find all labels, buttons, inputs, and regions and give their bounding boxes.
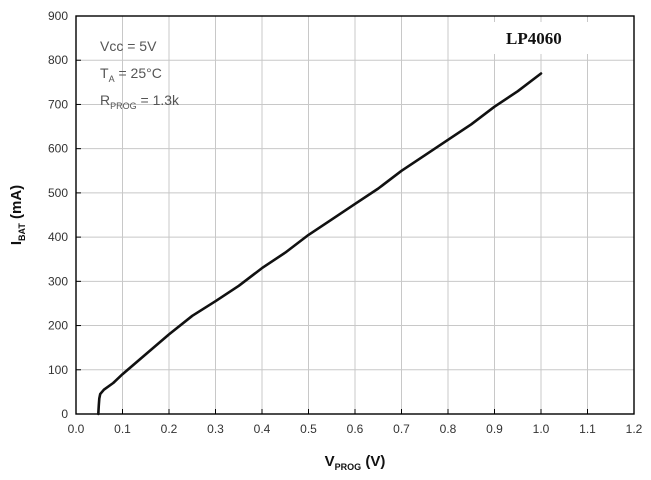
x-tick-label: 1.0 xyxy=(533,422,550,436)
condition-main: T xyxy=(100,65,109,81)
x-axis-title-sub: PROG xyxy=(335,462,362,472)
y-tick-label: 200 xyxy=(48,319,68,333)
y-tick-label: 400 xyxy=(48,230,68,244)
x-tick-label: 0.6 xyxy=(347,422,364,436)
x-tick-label: 1.2 xyxy=(626,422,643,436)
x-axis-title-unit: (V) xyxy=(361,453,385,470)
y-tick-label: 100 xyxy=(48,363,68,377)
x-tick-label: 0.9 xyxy=(486,422,503,436)
x-tick-label: 0.5 xyxy=(300,422,317,436)
x-tick-label: 0.2 xyxy=(161,422,178,436)
x-axis-title: VPROG (V) xyxy=(325,453,386,472)
y-axis-title-sub: BAT xyxy=(17,223,27,241)
y-tick-label: 300 xyxy=(48,274,68,288)
y-axis-title-unit: (mA) xyxy=(8,185,25,223)
x-tick-label: 0.4 xyxy=(254,422,271,436)
y-tick-label: 0 xyxy=(61,407,68,421)
y-tick-label: 700 xyxy=(48,97,68,111)
condition-sub: PROG xyxy=(110,101,137,111)
x-axis-title-main: V xyxy=(325,453,335,470)
condition-main: R xyxy=(100,92,110,108)
condition-sub: A xyxy=(109,74,115,84)
part-label: LP4060 xyxy=(506,29,562,48)
y-axis-title-main: I xyxy=(8,241,25,245)
condition-rest: = 1.3k xyxy=(137,92,180,108)
condition-rest: = 25°C xyxy=(115,65,162,81)
y-tick-label: 900 xyxy=(48,9,68,23)
condition-text: Vcc = 5V xyxy=(100,38,157,54)
x-tick-label: 0.1 xyxy=(114,422,131,436)
x-tick-label: 1.1 xyxy=(579,422,596,436)
x-tick-label: 0.8 xyxy=(440,422,457,436)
conditions-annotation: Vcc = 5V TA = 25°C RPROG = 1.3k xyxy=(100,38,180,111)
x-tick-labels: 0.0 0.1 0.2 0.3 0.4 0.5 0.6 0.7 0.8 0.9 1.0 1.1 1.2 xyxy=(68,409,643,436)
y-axis-title: IBAT (mA) xyxy=(8,185,27,245)
condition-text: TA = 25°C xyxy=(100,65,162,84)
condition-text: RPROG = 1.3k xyxy=(100,92,180,111)
x-tick-label: 0.0 xyxy=(68,422,85,436)
y-tick-label: 600 xyxy=(48,142,68,156)
y-tick-label: 800 xyxy=(48,53,68,67)
x-tick-label: 0.3 xyxy=(207,422,224,436)
data-series xyxy=(97,72,543,416)
y-tick-labels: 0 100 200 300 400 500 600 700 800 900 xyxy=(48,9,81,421)
y-tick-label: 500 xyxy=(48,186,68,200)
condition-main: Vcc = 5V xyxy=(100,38,157,54)
part-label-box xyxy=(488,22,606,54)
series-line xyxy=(97,72,543,416)
x-tick-label: 0.7 xyxy=(393,422,410,436)
